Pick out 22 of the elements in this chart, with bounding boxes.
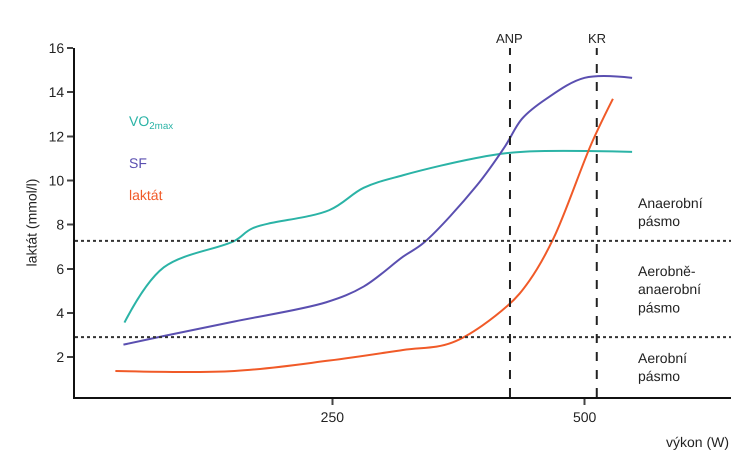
x-tick-label: 500 — [572, 408, 597, 425]
y-tick-label: 12 — [48, 128, 64, 144]
ref-line-label: ANP — [496, 31, 523, 46]
annotation: Aerobně- anaerobní pásmo — [638, 263, 702, 316]
line-series — [114, 98, 614, 373]
y-tick-label: 14 — [48, 84, 64, 100]
text: VO$_{2max}$ — [129, 113, 174, 132]
x-axis-title: výkon (W) — [666, 434, 729, 450]
x-tick-label: 250 — [320, 408, 344, 425]
y-tick-label: 6 — [56, 260, 64, 277]
annotation: Aerobní pásmo — [638, 350, 688, 384]
y-tick-label: 2 — [56, 349, 64, 366]
ref-line-label: KR — [588, 31, 606, 46]
y-tick-label: 8 — [56, 216, 64, 233]
line-series — [123, 150, 634, 324]
y-axis-title: laktát (mmol/l) — [24, 178, 40, 266]
y-tick-label: 10 — [48, 172, 64, 188]
text: laktát — [129, 187, 163, 203]
y-tick-label: 16 — [48, 40, 64, 56]
y-tick-label: 4 — [56, 304, 64, 321]
annotation: Anaerobní pásmo — [638, 195, 703, 230]
text: SF — [129, 155, 147, 171]
